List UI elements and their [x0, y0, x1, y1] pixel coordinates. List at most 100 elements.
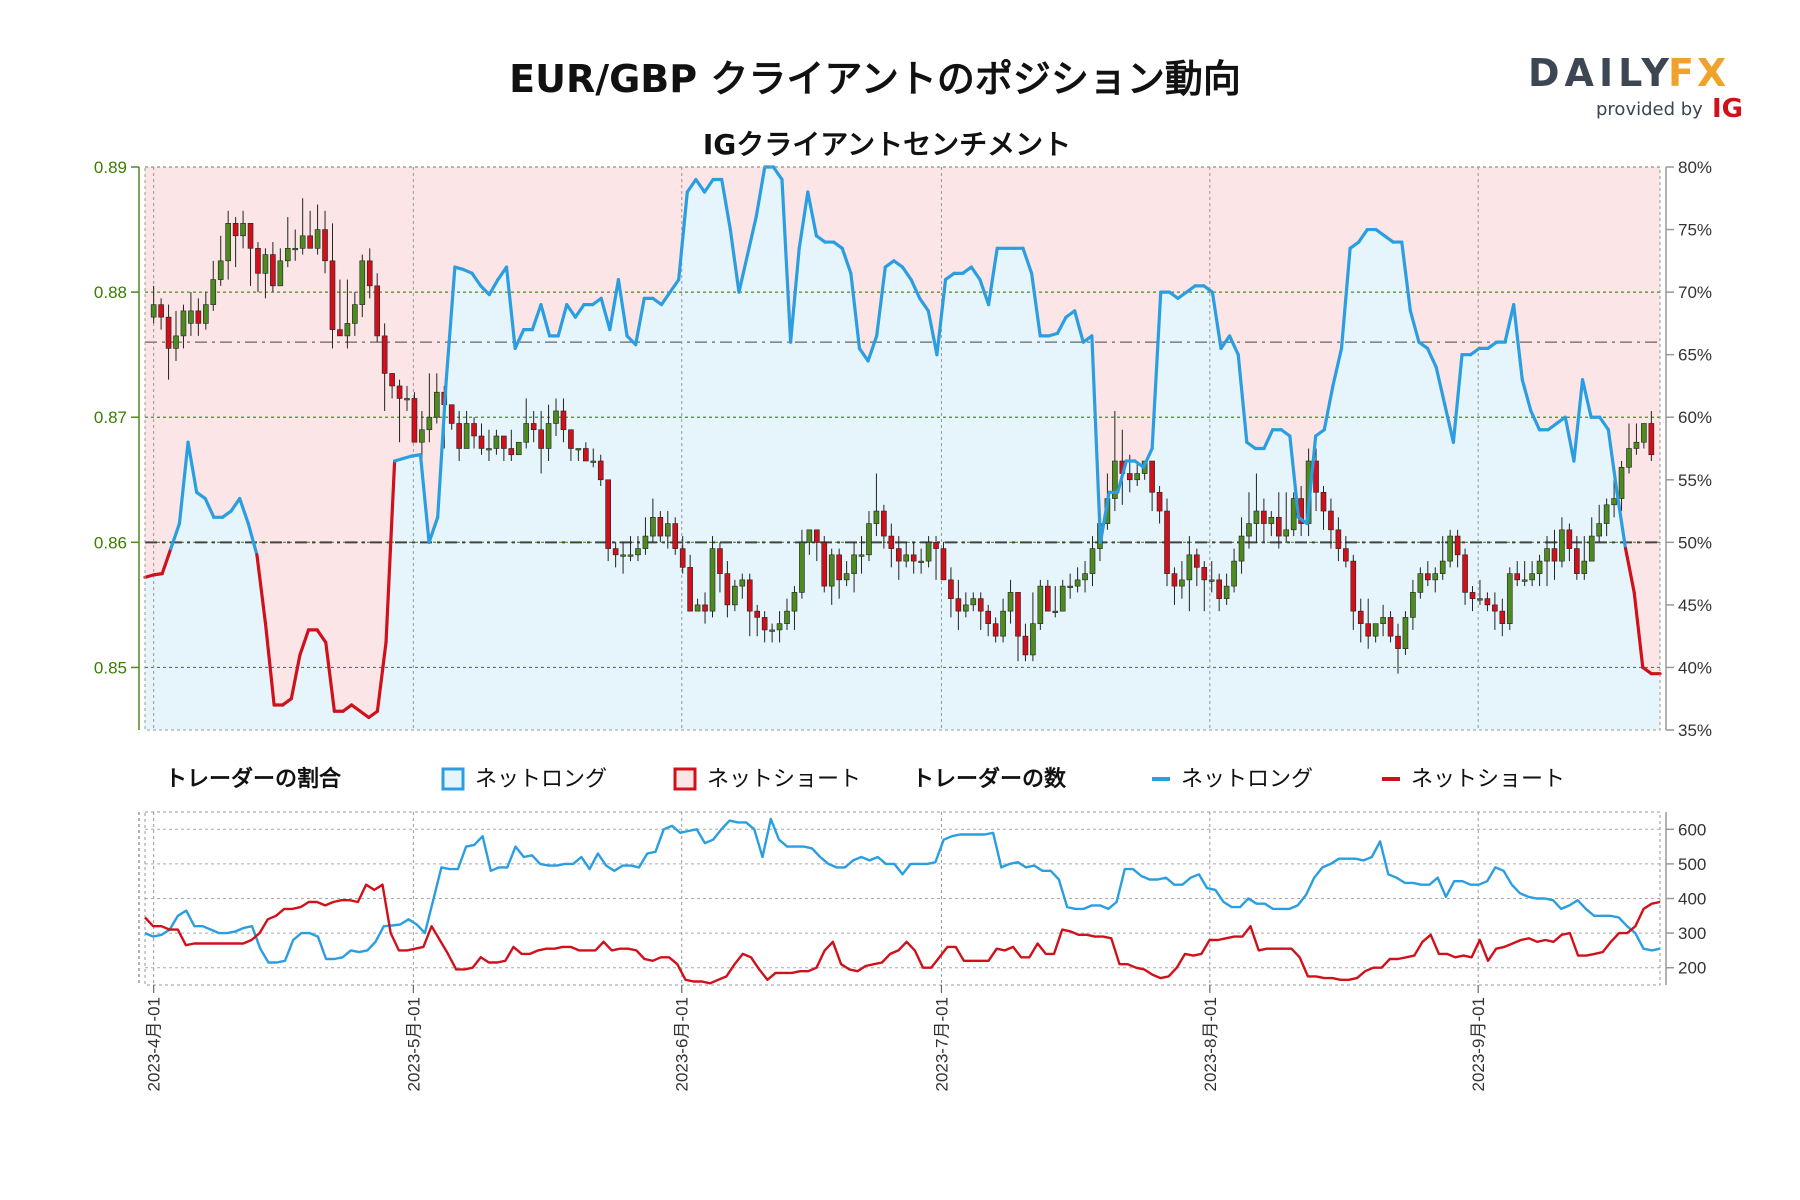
sentiment-segment: [229, 496, 242, 513]
candle-body: [1208, 579, 1215, 582]
candle-body: [1283, 529, 1290, 537]
sentiment-segment: [539, 303, 552, 338]
candle-body: [1611, 498, 1617, 506]
sentiment-segment: [728, 227, 741, 294]
candle-body: [940, 548, 947, 581]
sentiment-segment: [832, 240, 844, 250]
sentiment-segment: [1451, 353, 1464, 444]
candle-body: [255, 248, 261, 274]
x-tick-label: 2023-8月-01: [1201, 997, 1220, 1092]
sentiment-segment: [384, 459, 397, 645]
candle-body: [679, 548, 686, 568]
candle-body: [1581, 560, 1588, 574]
candle-body: [806, 529, 813, 543]
legend-long-ratio-text: ネットロング: [475, 767, 607, 792]
candle-body: [1007, 592, 1014, 612]
candle-body: [188, 310, 194, 324]
candle-body: [359, 260, 366, 305]
brand-provided-by: provided by: [1596, 99, 1703, 120]
candle-body: [434, 391, 440, 418]
sentiment-segment: [634, 296, 646, 347]
candle-body: [1164, 510, 1170, 574]
sentiment-segment: [565, 303, 577, 319]
candle-body: [732, 585, 738, 606]
candle-body: [329, 260, 336, 330]
sentiment-segment: [1055, 315, 1068, 335]
sentiment-segment: [969, 265, 982, 282]
sentiment-segment: [255, 553, 268, 626]
sentiment-segment: [479, 284, 491, 297]
sentiment-segment: [324, 640, 336, 713]
candle-body: [1506, 573, 1513, 624]
sentiment-segment: [1382, 234, 1395, 244]
candle-body: [1126, 473, 1133, 481]
sentiment-tick-label: 65%: [1678, 346, 1712, 365]
x-tick-label: 2023-9月-01: [1469, 997, 1488, 1092]
sentiment-tick-label: 75%: [1678, 221, 1712, 240]
candle-body: [344, 323, 351, 337]
candle-body: [963, 604, 969, 612]
sentiment-segment: [289, 653, 302, 701]
candle-body: [240, 223, 246, 237]
candle-body: [694, 604, 701, 612]
candle-body: [486, 448, 492, 451]
sentiment-segment: [659, 290, 672, 307]
sentiment-segment: [496, 265, 509, 282]
candle-body: [225, 223, 231, 262]
sentiment-segment: [892, 259, 905, 269]
sentiment-segment: [1030, 271, 1042, 338]
candle-body: [799, 542, 805, 593]
sentiment-segment: [866, 334, 879, 363]
candle-body: [1417, 573, 1424, 593]
sentiment-segment: [1641, 665, 1653, 676]
main-axes: 0.89 0.88 0.87 0.86 0.85 80% 75% 70% 65% 60% 55% 50…: [94, 158, 1712, 740]
candle-body: [545, 423, 552, 449]
candle-body: [888, 535, 895, 549]
candle-body: [411, 398, 418, 443]
candle-body: [843, 573, 850, 581]
sentiment-segment: [1184, 284, 1197, 294]
sentiment-segment: [1288, 434, 1301, 519]
sentiment-segment: [281, 697, 293, 707]
candle-body: [1201, 567, 1208, 581]
sentiment-segment: [1098, 490, 1111, 544]
candle-body: [419, 429, 425, 443]
sentiment-segment: [169, 521, 182, 551]
sentiment-tick-label: 50%: [1678, 533, 1712, 552]
sentiment-segment: [504, 265, 517, 351]
sentiment-tick-label: 45%: [1678, 596, 1712, 615]
candle-body: [1022, 635, 1029, 656]
candle-body: [1454, 535, 1461, 556]
candle-body: [1275, 517, 1282, 537]
sentiment-segment: [737, 252, 750, 294]
sentiment-segment: [1425, 346, 1438, 369]
candle-body: [575, 448, 582, 451]
candle-body: [664, 523, 671, 537]
candle-body: [881, 510, 887, 537]
candle-body: [1030, 623, 1036, 656]
candle-body: [1551, 548, 1558, 562]
sentiment-segment: [1236, 353, 1249, 444]
candle-body: [150, 304, 157, 318]
candle-body: [404, 398, 410, 401]
sentiment-segment: [1555, 415, 1567, 426]
candle-body: [1290, 498, 1297, 531]
candle-body: [1350, 560, 1357, 612]
candle-body: [1335, 529, 1342, 549]
sentiment-segment: [849, 271, 862, 351]
sentiment-segment: [1417, 340, 1430, 351]
candle-body: [538, 429, 544, 449]
candle-body: [1059, 585, 1066, 612]
sentiment-tick-label: 40%: [1678, 658, 1712, 677]
sentiment-segment: [883, 259, 896, 269]
sentiment-segment: [986, 246, 999, 307]
sentiment-segment: [1090, 334, 1103, 544]
sentiment-segment: [1116, 459, 1128, 494]
candle-body: [739, 579, 746, 587]
candle-body: [776, 623, 783, 631]
candle-body: [374, 285, 380, 337]
candle-body: [1521, 579, 1528, 582]
candle-body: [1037, 585, 1044, 624]
candle-body: [1648, 423, 1655, 456]
